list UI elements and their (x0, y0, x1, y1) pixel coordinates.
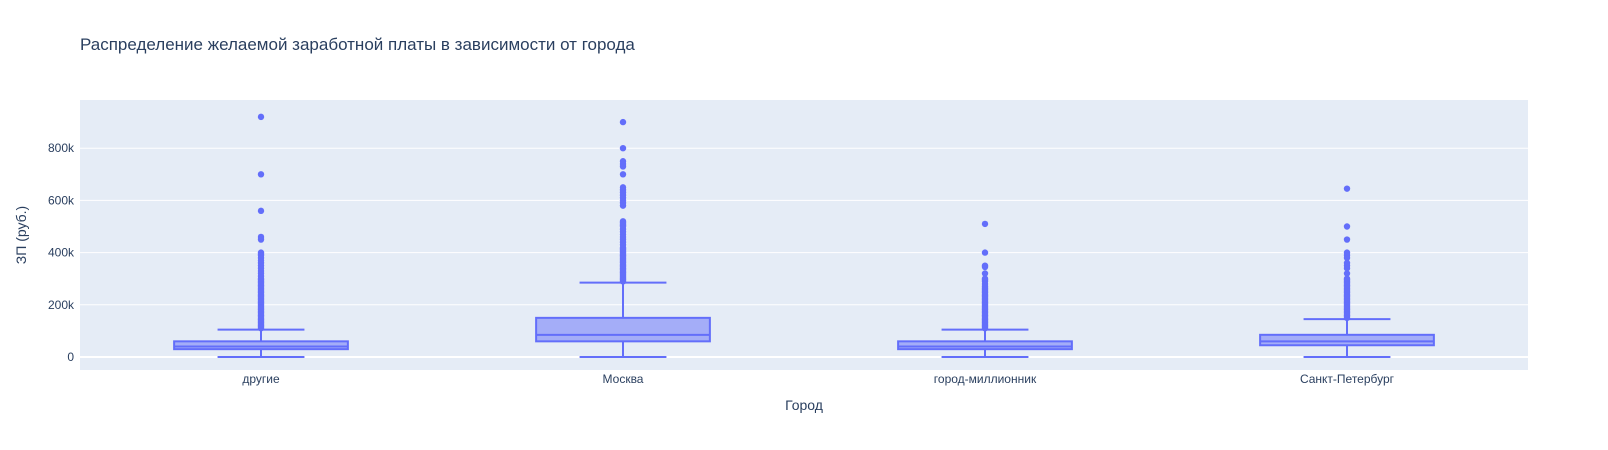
iqr-box (535, 316, 711, 343)
outlier-point (1343, 270, 1351, 277)
gridlines (80, 147, 1528, 358)
iqr-box (1259, 333, 1435, 347)
outlier-point (257, 171, 265, 178)
outlier-point (619, 145, 627, 152)
y-tick-label: 800k (48, 141, 75, 155)
box-series (173, 113, 1435, 358)
outlier-point (1343, 249, 1351, 256)
outlier-point (619, 218, 627, 225)
box-group (897, 220, 1073, 358)
iqr-box (173, 340, 349, 351)
x-axis-ticks: другие Москва город-миллионник Санкт-Петерб… (242, 372, 1394, 386)
y-tick-label: 400k (48, 246, 75, 260)
outlier-point (981, 220, 989, 228)
outlier-point (619, 184, 627, 191)
x-tick-label: Санкт-Петербург (1300, 372, 1395, 386)
outlier-point (981, 249, 989, 256)
outlier-point (1343, 259, 1351, 267)
outlier-point (619, 158, 627, 165)
y-tick-label: 600k (48, 193, 75, 207)
outlier-point (619, 171, 627, 178)
y-axis-ticks: 0 200k 400k 600k 800k (48, 141, 75, 364)
box-group (173, 113, 349, 358)
plot-area (80, 100, 1528, 370)
outlier-point (981, 262, 989, 269)
x-tick-label: город-миллионник (934, 372, 1037, 386)
x-tick-label: Москва (603, 372, 644, 386)
outlier-point (257, 113, 265, 121)
box-group (535, 118, 711, 358)
outlier-point (981, 275, 989, 282)
outlier-point (1343, 223, 1351, 230)
box-group (1259, 185, 1435, 358)
iqr-box (897, 340, 1073, 351)
outlier-point (257, 233, 265, 241)
outlier-point (257, 207, 265, 215)
outlier-point (619, 118, 627, 126)
x-tick-label: другие (242, 372, 280, 386)
outlier-point (1343, 185, 1351, 192)
x-axis-title: Город (785, 397, 823, 413)
y-axis-title: ЗП (руб.) (13, 206, 29, 264)
outlier-point (1343, 236, 1351, 243)
outlier-point (257, 249, 265, 256)
y-tick-label: 200k (48, 298, 75, 312)
outlier-point (981, 270, 989, 277)
outlier-point (1343, 275, 1351, 282)
chart-title: Распределение желаемой заработной платы … (80, 35, 635, 54)
y-tick-label: 0 (67, 350, 74, 364)
